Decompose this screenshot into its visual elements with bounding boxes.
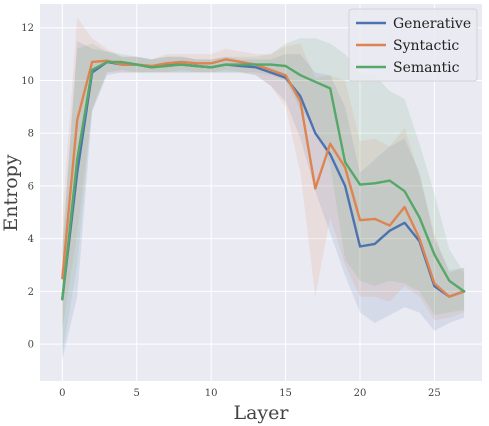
grid-lines <box>40 4 482 381</box>
x-tick-labels: 0 5 10 15 20 25 <box>59 388 441 399</box>
x-tick-label: 10 <box>205 388 218 399</box>
legend-box <box>348 8 478 82</box>
legend-label-generative: Generative <box>393 16 471 32</box>
x-tick-label: 25 <box>428 388 441 399</box>
y-tick-label: 12 <box>21 23 34 34</box>
confidence-band-semantic <box>62 38 465 355</box>
legend: Generative Syntactic Semantic <box>348 8 478 82</box>
y-tick-label: 6 <box>28 181 34 192</box>
y-tick-label: 8 <box>28 129 34 140</box>
x-tick-label: 0 <box>59 388 65 399</box>
series-line-semantic <box>61 60 466 301</box>
y-tick-label: 2 <box>28 287 34 298</box>
y-tick-label: 0 <box>28 340 34 351</box>
confidence-bands <box>62 17 465 360</box>
series-lines <box>61 58 466 301</box>
confidence-band-syntactic <box>62 17 465 331</box>
x-axis-label: Layer <box>233 402 289 424</box>
y-tick-label: 10 <box>21 76 34 87</box>
y-tick-labels: 0 2 4 6 8 10 12 <box>21 23 34 350</box>
legend-label-syntactic: Syntactic <box>393 38 459 54</box>
x-tick-label: 20 <box>354 388 367 399</box>
x-tick-label: 5 <box>134 388 140 399</box>
x-tick-label: 15 <box>279 388 292 399</box>
series-line-syntactic <box>61 58 466 298</box>
legend-label-semantic: Semantic <box>393 60 460 76</box>
y-axis-label: Entropy <box>0 154 22 231</box>
y-tick-label: 4 <box>28 234 34 245</box>
confidence-band-generative <box>62 40 465 360</box>
